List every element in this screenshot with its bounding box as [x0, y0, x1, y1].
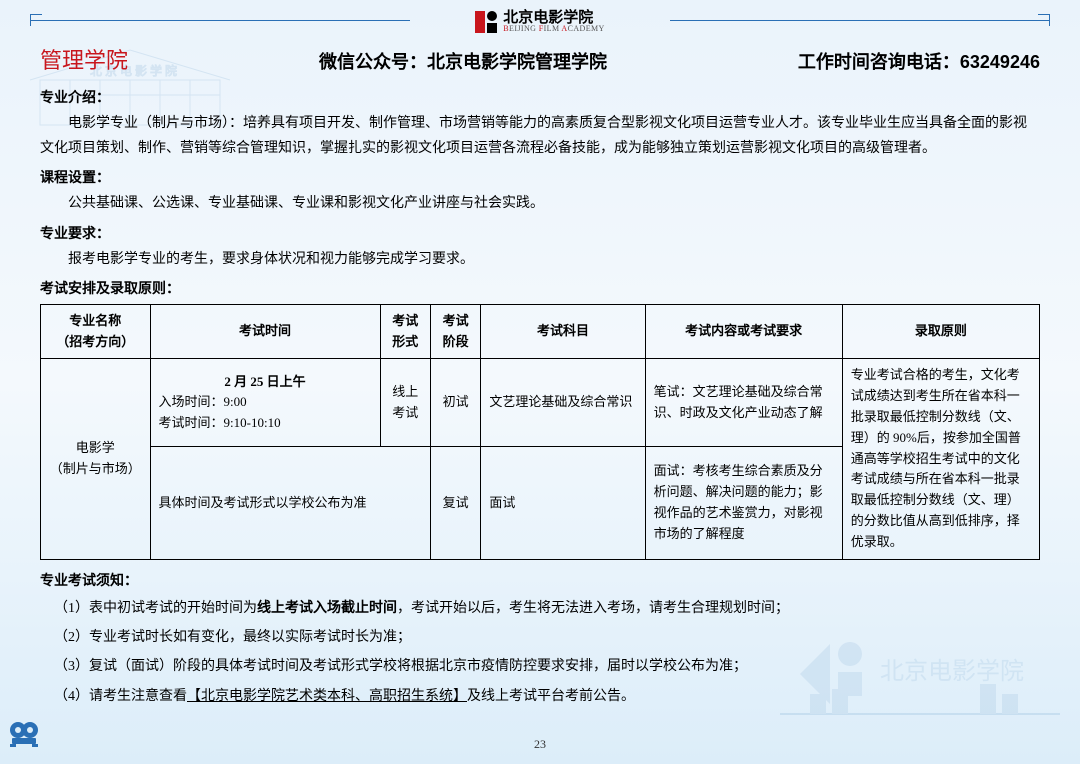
header-row: 管理学院 微信公众号：北京电影学院管理学院 工作时间咨询电话：63249246 [40, 43, 1040, 75]
section-schedule-label: 考试安排及录取原则： [40, 278, 1040, 298]
camera-icon [8, 720, 40, 756]
intro-text: 电影学专业（制片与市场）：培养具有项目开发、制作管理、市场营销等能力的高素质复合… [40, 111, 1040, 161]
logo-icon [475, 11, 497, 33]
section-intro-label: 专业介绍： [40, 87, 1040, 107]
department-title: 管理学院 [40, 43, 128, 75]
exam-table: 专业名称 （招考方向） 考试时间 考试 形式 考试 阶段 考试科目 考试内容或考… [40, 304, 1040, 560]
header-line [670, 20, 1050, 21]
n1-pre: （1）表中初试考试的开始时间为 [54, 601, 257, 616]
table-header-row: 专业名称 （招考方向） 考试时间 考试 形式 考试 阶段 考试科目 考试内容或考… [41, 304, 1040, 359]
cell-time-2: 具体时间及考试形式以学校公布为准 [150, 447, 430, 559]
n1-post: ，考试开始以后，考生将无法进入考场，请考生合理规划时间； [397, 601, 789, 616]
header-bar: 北京电影学院 BEIJING FILM ACADEMY [0, 0, 1080, 33]
cell-form-1: 线上 考试 [380, 359, 430, 447]
header-corner [1038, 14, 1050, 26]
notice-item-3: （3）复试（面试）阶段的具体考试时间及考试形式学校将根据北京市疫情防控要求安排，… [54, 652, 1040, 681]
cell-time-1: 2 月 25 日上午 入场时间：9:00 考试时间：9:10-10:10 [150, 359, 380, 447]
notice-item-4: （4）请考生注意查看【北京电影学院艺术类本科、高职招生系统】及线上考试平台考前公… [54, 682, 1040, 711]
course-text: 公共基础课、公选课、专业基础课、专业课和影视文化产业讲座与社会实践。 [40, 191, 1040, 216]
logo-text-cn: 北京电影学院 [503, 10, 604, 25]
n1-bold: 线上考试入场截止时间 [257, 601, 397, 616]
th-name: 专业名称 （招考方向） [41, 304, 151, 359]
n4-pre: （4）请考生注意查看 [54, 689, 187, 704]
section-notice-label: 专业考试须知： [40, 570, 1040, 590]
th-requirement: 考试内容或考试要求 [645, 304, 842, 359]
cell-req-2: 面试：考核考生综合素质及分析问题、解决问题的能力；影视作品的艺术鉴赏力，对影视市… [645, 447, 842, 559]
th-subject: 考试科目 [481, 304, 645, 359]
section-req-label: 专业要求： [40, 223, 1040, 243]
time1-detail: 入场时间：9:00 考试时间：9:10-10:10 [159, 392, 372, 434]
section-course-label: 课程设置： [40, 167, 1040, 187]
req-text: 报考电影学专业的考生，要求身体状况和视力能够完成学习要求。 [40, 247, 1040, 272]
n4-post: 及线上考试平台考前公告。 [467, 689, 635, 704]
header-line [30, 20, 410, 21]
page-number: 23 [534, 737, 546, 752]
logo: 北京电影学院 BEIJING FILM ACADEMY [463, 10, 616, 33]
th-time: 考试时间 [150, 304, 380, 359]
n4-link[interactable]: 【北京电影学院艺术类本科、高职招生系统】 [187, 689, 467, 704]
notice-item-1: （1）表中初试考试的开始时间为线上考试入场截止时间，考试开始以后，考生将无法进入… [54, 594, 1040, 623]
cell-req-1: 笔试：文艺理论基础及综合常识、时政及文化产业动态了解 [645, 359, 842, 447]
cell-stage-2: 复试 [430, 447, 480, 559]
page-content: 管理学院 微信公众号：北京电影学院管理学院 工作时间咨询电话：63249246 … [0, 33, 1080, 711]
notice-list: （1）表中初试考试的开始时间为线上考试入场截止时间，考试开始以后，考生将无法进入… [40, 594, 1040, 712]
cell-stage-1: 初试 [430, 359, 480, 447]
cell-subject-2: 面试 [481, 447, 645, 559]
th-rule: 录取原则 [842, 304, 1039, 359]
logo-text-en: BEIJING FILM ACADEMY [503, 25, 604, 33]
cell-rule: 专业考试合格的考生，文化考试成绩达到考生所在省本科一批录取最低控制分数线（文、理… [842, 359, 1039, 559]
cell-major: 电影学 （制片与市场） [41, 359, 151, 559]
phone-label: 工作时间咨询电话：63249246 [798, 48, 1040, 74]
header-corner [30, 14, 42, 26]
wechat-label: 微信公众号：北京电影学院管理学院 [319, 48, 607, 74]
th-form: 考试 形式 [380, 304, 430, 359]
table-row: 电影学 （制片与市场） 2 月 25 日上午 入场时间：9:00 考试时间：9:… [41, 359, 1040, 447]
th-stage: 考试 阶段 [430, 304, 480, 359]
time1-title: 2 月 25 日上午 [159, 372, 372, 393]
notice-item-2: （2）专业考试时长如有变化，最终以实际考试时长为准； [54, 623, 1040, 652]
cell-subject-1: 文艺理论基础及综合常识 [481, 359, 645, 447]
